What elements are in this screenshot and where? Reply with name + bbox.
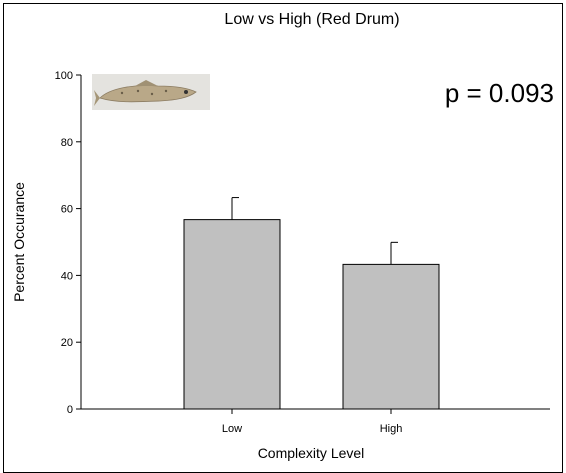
y-tick-label: 100 (55, 70, 73, 82)
bar-chart: Low vs High (Red Drum) p = 0.093 0 20 40 60… (11, 11, 554, 461)
y-axis-label: Percent Occurance (11, 182, 27, 302)
x-tick-label-low: Low (222, 423, 242, 435)
bar-low (183, 219, 281, 410)
y-tick-label: 40 (61, 270, 73, 282)
y-tick-label: 80 (61, 137, 73, 149)
y-tick-label: 60 (61, 204, 73, 216)
chart-title: Low vs High (Red Drum) (224, 11, 399, 28)
bar-high (342, 263, 440, 410)
y-tick-label: 20 (61, 337, 73, 349)
y-tick-label: 0 (67, 404, 73, 416)
x-axis-label: Complexity Level (258, 445, 365, 461)
red-drum-fish-photo (92, 74, 210, 110)
x-tick-label-high: High (380, 423, 403, 435)
p-value-annotation: p = 0.093 (445, 78, 554, 108)
